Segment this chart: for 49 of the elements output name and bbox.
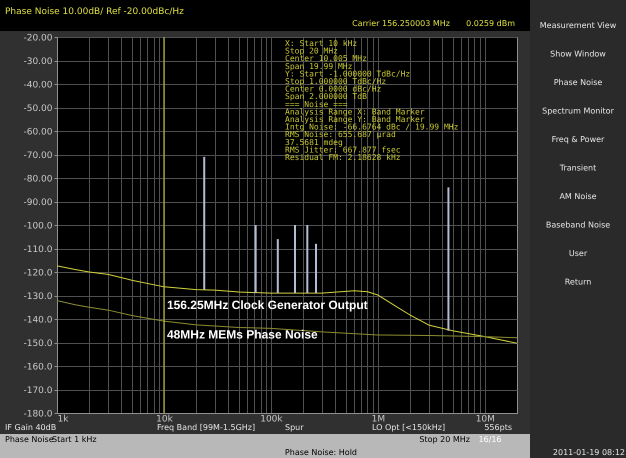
x-tick-label: 10M (476, 414, 495, 424)
text: AM Noise (559, 192, 597, 201)
x-tick-label: 1k (58, 414, 70, 424)
text: Stop 20 MHz (419, 435, 470, 444)
x-tick-label: 100k (260, 414, 284, 424)
text: 556pts (484, 423, 512, 432)
y-tick-label: -170.0 (23, 386, 53, 396)
y-tick-label: -140.0 (23, 316, 53, 326)
y-tick-label: -100.0 (23, 222, 53, 232)
text: User (568, 249, 588, 258)
y-tick-label: -120.0 (23, 268, 53, 278)
text: Carrier 156.250003 MHz (352, 19, 450, 28)
y-tick-label: -110.0 (23, 245, 53, 255)
annotation: 156.25MHz Clock Generator Output (166, 298, 368, 312)
x-tick-label: 1M (372, 414, 386, 424)
y-tick-label: -90.00 (23, 198, 53, 208)
y-tick-label: -40.00 (23, 80, 53, 90)
y-tick-label: -80.00 (23, 174, 53, 184)
text: LO Opt [<150kHz] (372, 423, 446, 432)
text: Phase Noise (554, 78, 602, 87)
y-tick-label: -60.00 (23, 128, 53, 138)
annotation: 48MHz MEMs Phase Noise (166, 327, 318, 342)
y-tick-label: -30.00 (23, 57, 53, 67)
text: 0.0259 dBm (466, 19, 516, 28)
text: Baseband Noise (546, 220, 610, 230)
text: Show Window (550, 50, 606, 58)
y-tick-label: -20.00 (23, 34, 53, 44)
y-tick-label: -180.0 (23, 410, 53, 420)
y-tick-label: -130.0 (23, 292, 53, 302)
x-tick-label: 10k (156, 414, 174, 424)
y-tick-label: -160.0 (23, 362, 53, 372)
text: Spectrum Monitor (542, 106, 615, 116)
text: IF Gain 40dB (5, 423, 56, 432)
text: Measurement View (540, 21, 617, 30)
text: 2011-01-19 08:12 (552, 448, 625, 457)
text: X: Start 10 kHz Stop 20 MHz Center 10.005 MHz Span 19.99 MHz Y: Start -1.000000 TdBc/Hz Stop 1.000000 TdBc/Hz Center 0.0000 dBc/Hz Span 2.000000 TdB === Noise === Analysis Range X: Band Marker Analysis Range Y: Band Marker Intg Noise: -66.6764 dBc / 19.99 MHz RMS Noise: 655.687 µrad 37.5681 mdeg RMS Jitter: 667.877 fsec Residual FM: 2.18628 kHz (285, 39, 458, 162)
text: Spur (285, 423, 304, 432)
text: Phase Noise: Hold (284, 448, 357, 457)
text: Phase Noise (5, 435, 54, 444)
chart-title: Phase Noise 10.00dB/ Ref -20.00dBc/Hz (5, 7, 184, 17)
y-tick-label: -150.0 (23, 339, 53, 349)
y-tick-label: -70.00 (23, 151, 53, 161)
y-tick-label: -50.00 (23, 104, 53, 114)
text: Freq & Power (552, 135, 606, 144)
text: 16/16 (478, 435, 502, 444)
text: Transient (558, 164, 596, 172)
text: Return (564, 278, 592, 286)
text: Start 1 kHz (52, 435, 97, 444)
text: Freq Band [99M-1.5GHz] (157, 423, 256, 432)
